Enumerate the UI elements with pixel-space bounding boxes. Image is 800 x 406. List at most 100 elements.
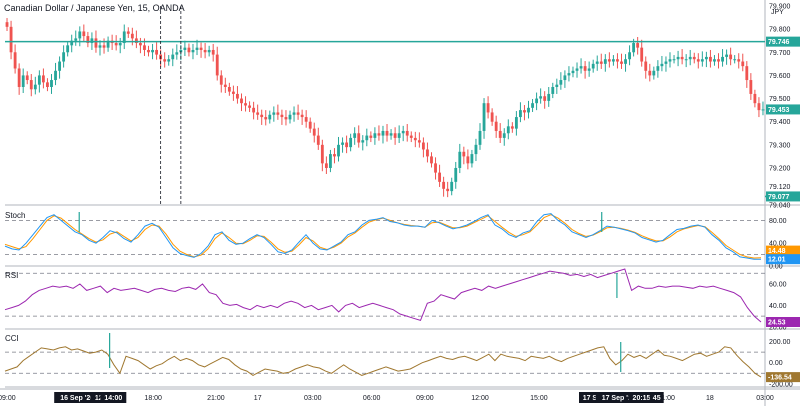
candle-body	[114, 43, 118, 46]
candle-body	[29, 80, 33, 90]
candle-body	[276, 112, 280, 115]
candle-body	[25, 75, 29, 81]
candle-body	[749, 80, 753, 94]
candle-body	[438, 172, 441, 182]
candle-body	[680, 56, 684, 60]
candle-body	[337, 144, 340, 157]
candle-body	[535, 98, 539, 104]
candle-body	[320, 144, 324, 164]
candle-body	[260, 114, 264, 118]
candle-body	[595, 61, 599, 64]
candle-body	[757, 103, 761, 111]
rsi-last-label: 24.53	[768, 320, 786, 327]
time-axis-tick-label: 17	[254, 395, 262, 402]
candle-body	[248, 105, 251, 108]
candle-body	[284, 117, 288, 120]
stoch-d-last-tag	[766, 245, 800, 256]
candle-body	[583, 66, 587, 71]
candle-body	[341, 142, 344, 145]
level-price-tag	[766, 36, 800, 47]
candle-body	[413, 137, 417, 141]
candle-body	[143, 45, 146, 50]
candle-body	[632, 43, 636, 53]
candle-body	[559, 80, 563, 85]
candle-body	[118, 43, 122, 46]
candle-body	[620, 61, 623, 64]
candle-body	[737, 59, 741, 62]
candle-body	[46, 82, 49, 87]
candle-body	[195, 47, 199, 50]
price-axis-tick-label: 79.400	[769, 119, 791, 126]
cci-axis-tick-label: -200.00	[769, 381, 793, 388]
stoch-k-last-label: 12.01	[768, 257, 786, 264]
candle-body	[223, 84, 227, 87]
candle-body	[357, 133, 361, 143]
candle-body	[288, 114, 292, 120]
candle-body	[539, 96, 543, 99]
candle-body	[219, 75, 223, 85]
time-axis-tick-label: 09:00	[0, 395, 16, 402]
candle-body	[591, 63, 595, 69]
candle-body	[199, 47, 203, 50]
time-highlight-label: 16 Sep '20	[60, 395, 94, 402]
candle-body	[733, 59, 737, 61]
price-axis-tick-label: 79.120	[769, 184, 791, 191]
time-highlight-label: 14:00	[104, 395, 122, 402]
candle-body	[349, 137, 353, 148]
price-axis-tick-label: 79.900	[769, 4, 791, 11]
candle-body	[644, 61, 648, 71]
candle-body	[187, 47, 191, 53]
rsi-last-tag	[766, 317, 800, 328]
time-highlight-label: 17 Sep	[583, 395, 606, 402]
time-highlight-label: 20:15	[633, 395, 651, 402]
candle-body	[482, 103, 486, 131]
candle-body	[700, 59, 704, 62]
stoch-pane-bg	[5, 209, 765, 266]
candle-body	[470, 154, 474, 164]
candle-body	[231, 91, 235, 94]
candle-body	[183, 47, 187, 50]
candle-body	[709, 56, 712, 62]
candle-body	[167, 59, 171, 62]
price-axis-tick-label: 79.040	[769, 203, 791, 210]
last-price-label: 79.453	[768, 107, 790, 114]
candle-body	[50, 80, 53, 87]
candle-body	[426, 149, 429, 157]
candle-body	[256, 112, 260, 115]
candle-body	[54, 70, 57, 81]
stoch-k-last-tag	[766, 254, 800, 265]
cci-last-label: -136.54	[768, 375, 792, 382]
candle-body	[761, 109, 765, 111]
candle-body	[292, 112, 296, 115]
candle-body	[244, 103, 247, 106]
level-price-label: 79.077	[768, 194, 790, 201]
candle-body	[345, 142, 349, 148]
candle-body	[191, 49, 195, 53]
candle-body	[316, 135, 320, 145]
candle-body	[272, 112, 276, 115]
candle-body	[607, 59, 611, 62]
time-axis-tick-label: 03:00	[756, 395, 774, 402]
time-axis-tick-label: 18:00	[144, 395, 162, 402]
time-highlight-bg	[628, 392, 655, 403]
candle-body	[446, 188, 450, 192]
candle-body	[704, 56, 708, 60]
candle-body	[155, 49, 159, 55]
candle-body	[551, 86, 555, 94]
candle-body	[312, 128, 316, 136]
candle-body	[660, 63, 664, 67]
candle-body	[236, 93, 239, 99]
candle-body	[139, 43, 142, 46]
candle-body	[175, 52, 179, 55]
candle-body	[434, 163, 437, 173]
stoch-axis-tick-label: 40.00	[769, 241, 787, 248]
candle-body	[599, 61, 603, 64]
rsi-axis-tick-label: 40.00	[769, 303, 787, 310]
time-highlight-bg	[54, 392, 101, 403]
candle-body	[648, 70, 652, 76]
candle-body	[547, 93, 551, 101]
rsi-line	[4, 268, 762, 323]
candle-body	[227, 86, 231, 92]
candle-body	[688, 56, 692, 60]
